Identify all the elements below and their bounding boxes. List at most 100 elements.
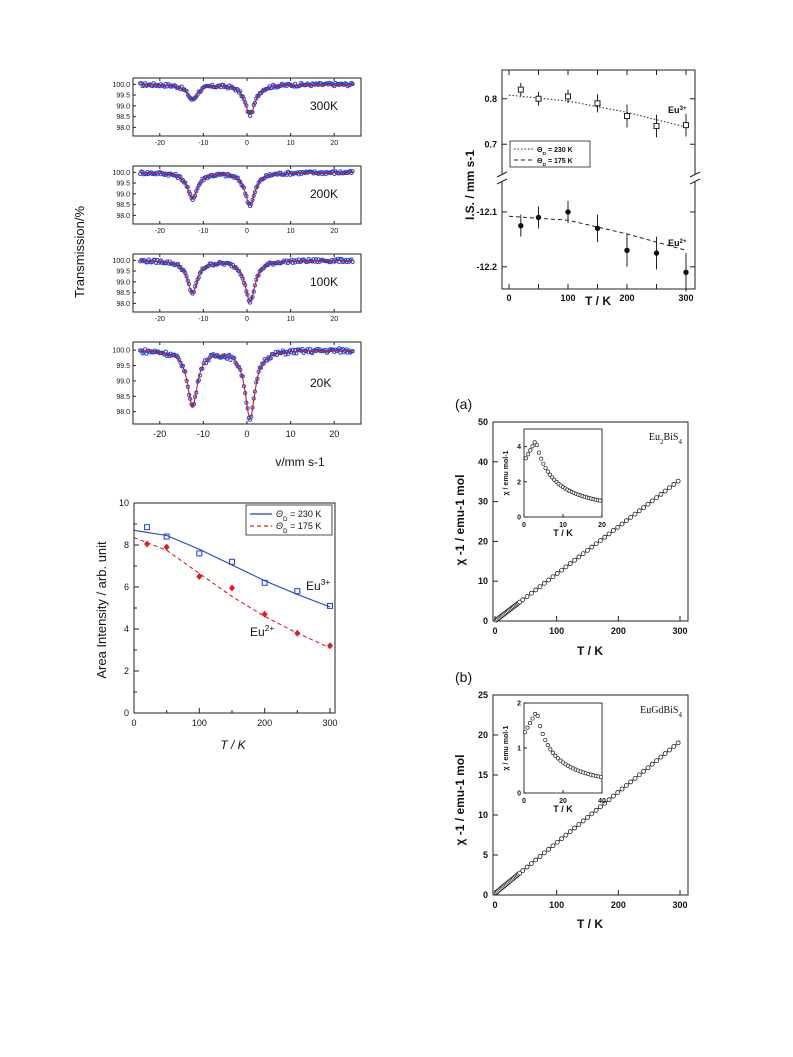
data-point bbox=[671, 482, 677, 487]
eu2-annotation: Eu2+ bbox=[668, 238, 687, 249]
panel-label-a: (a) bbox=[455, 396, 472, 412]
data-point bbox=[649, 498, 655, 504]
x-tick-label: -20 bbox=[153, 429, 166, 439]
data-point bbox=[528, 861, 534, 866]
x-tick-label: 20 bbox=[330, 316, 338, 323]
inset-data-point bbox=[543, 738, 548, 743]
data-point bbox=[623, 783, 629, 788]
inset-data-point bbox=[532, 440, 537, 445]
data-point bbox=[585, 815, 590, 820]
y-tick-label: 15 bbox=[478, 770, 488, 780]
data-point bbox=[636, 772, 642, 778]
data-point bbox=[615, 524, 621, 530]
data-point bbox=[533, 587, 539, 593]
data-point bbox=[572, 557, 577, 563]
axis-break-mark bbox=[496, 171, 508, 178]
data-point bbox=[576, 822, 582, 827]
fit-line bbox=[133, 537, 331, 649]
y-tick-label: 98.5 bbox=[116, 394, 130, 401]
x-tick-label: 10 bbox=[286, 429, 296, 439]
data-point bbox=[671, 744, 677, 749]
data-point bbox=[653, 250, 660, 256]
x-tick-label: 20 bbox=[330, 140, 338, 147]
x-tick-label: 100 bbox=[549, 900, 564, 910]
data-point bbox=[593, 541, 599, 547]
data-point bbox=[658, 754, 664, 760]
data-point bbox=[554, 571, 560, 576]
x-tick-label: 20 bbox=[329, 429, 339, 439]
x-tick-label: 300 bbox=[678, 293, 693, 303]
data-point bbox=[589, 811, 595, 817]
y-tick-label: 98.0 bbox=[116, 301, 130, 308]
y-tick-label: 40 bbox=[478, 457, 488, 467]
data-point bbox=[624, 113, 630, 120]
data-point bbox=[632, 511, 638, 517]
area-x-axis-label: T / K bbox=[220, 738, 246, 752]
y-tick-label: 99.5 bbox=[116, 269, 130, 276]
inset-data-point bbox=[547, 472, 552, 477]
data-point bbox=[683, 122, 689, 129]
y-tick-label: 2 bbox=[124, 666, 129, 676]
fit-line bbox=[140, 83, 354, 116]
fit-line bbox=[140, 349, 354, 420]
data-point bbox=[619, 521, 625, 527]
legend-box bbox=[509, 140, 591, 168]
data-point bbox=[517, 599, 523, 605]
axis-break-mark bbox=[496, 178, 508, 185]
mossbauer-spectra-chart: Transmission/% v/mm s-1 100.0 99.5 99.0 98.… bbox=[72, 77, 362, 469]
data-point bbox=[611, 528, 616, 533]
legend-label: ΘD = 175 K bbox=[276, 521, 321, 535]
eu3-annotation: Eu3+ bbox=[668, 105, 687, 116]
data-point bbox=[261, 610, 268, 618]
inset-data-point bbox=[527, 721, 533, 726]
y-tick-label: 0 bbox=[483, 616, 488, 626]
inset-x-axis-label: T / K bbox=[553, 528, 573, 538]
x-tick-label: 300 bbox=[672, 626, 687, 636]
isomer-x-axis-label: T / K bbox=[585, 294, 611, 308]
y-tick-label: -12.1 bbox=[476, 207, 497, 217]
y-tick-label: 98.0 bbox=[116, 125, 130, 132]
sample-label: Eu2BiS4 bbox=[649, 432, 683, 446]
data-point bbox=[518, 222, 524, 229]
data-point bbox=[520, 868, 526, 873]
data-point bbox=[163, 533, 170, 540]
x-tick-label: -10 bbox=[197, 429, 210, 439]
data-point bbox=[675, 740, 681, 746]
x-tick-label: 10 bbox=[287, 316, 295, 323]
inset-data-point bbox=[539, 456, 544, 461]
data-point bbox=[572, 825, 577, 831]
x-tick-label: 200 bbox=[611, 626, 626, 636]
data-point bbox=[554, 839, 560, 845]
data-point bbox=[541, 580, 547, 586]
data-point bbox=[667, 747, 672, 753]
y-tick-label: 100.0 bbox=[112, 82, 130, 89]
x-tick-label: 0 bbox=[492, 626, 497, 636]
data-point bbox=[327, 642, 333, 650]
data-point bbox=[520, 597, 526, 603]
inset-data-point bbox=[540, 731, 545, 737]
legend-label: ΘD = 230 K bbox=[537, 147, 573, 157]
x-tick-label: 0 bbox=[245, 316, 249, 323]
y-tick-label: 99.5 bbox=[116, 363, 130, 370]
data-point bbox=[268, 356, 273, 361]
data-point bbox=[144, 540, 151, 548]
data-point bbox=[535, 95, 542, 102]
axis-break-gap bbox=[691, 174, 699, 182]
x-tick-label: 300 bbox=[322, 718, 337, 728]
data-point bbox=[602, 534, 608, 540]
fit-line bbox=[133, 529, 331, 608]
data-point bbox=[567, 561, 573, 566]
inset-data-point bbox=[548, 747, 553, 752]
data-point bbox=[598, 804, 603, 810]
x-tick-label: 100 bbox=[192, 718, 207, 728]
data-point bbox=[327, 602, 333, 609]
x-tick-label: 100 bbox=[560, 293, 575, 303]
x-tick-label: 0 bbox=[131, 718, 136, 728]
legend-box bbox=[245, 504, 333, 536]
legend-label: ΘD = 230 K bbox=[276, 509, 321, 523]
inset-data-point bbox=[530, 444, 535, 449]
data-point bbox=[645, 501, 651, 507]
eu3-annotation: Eu3+ bbox=[306, 577, 330, 593]
data-point bbox=[537, 584, 543, 590]
data-point bbox=[524, 594, 530, 599]
